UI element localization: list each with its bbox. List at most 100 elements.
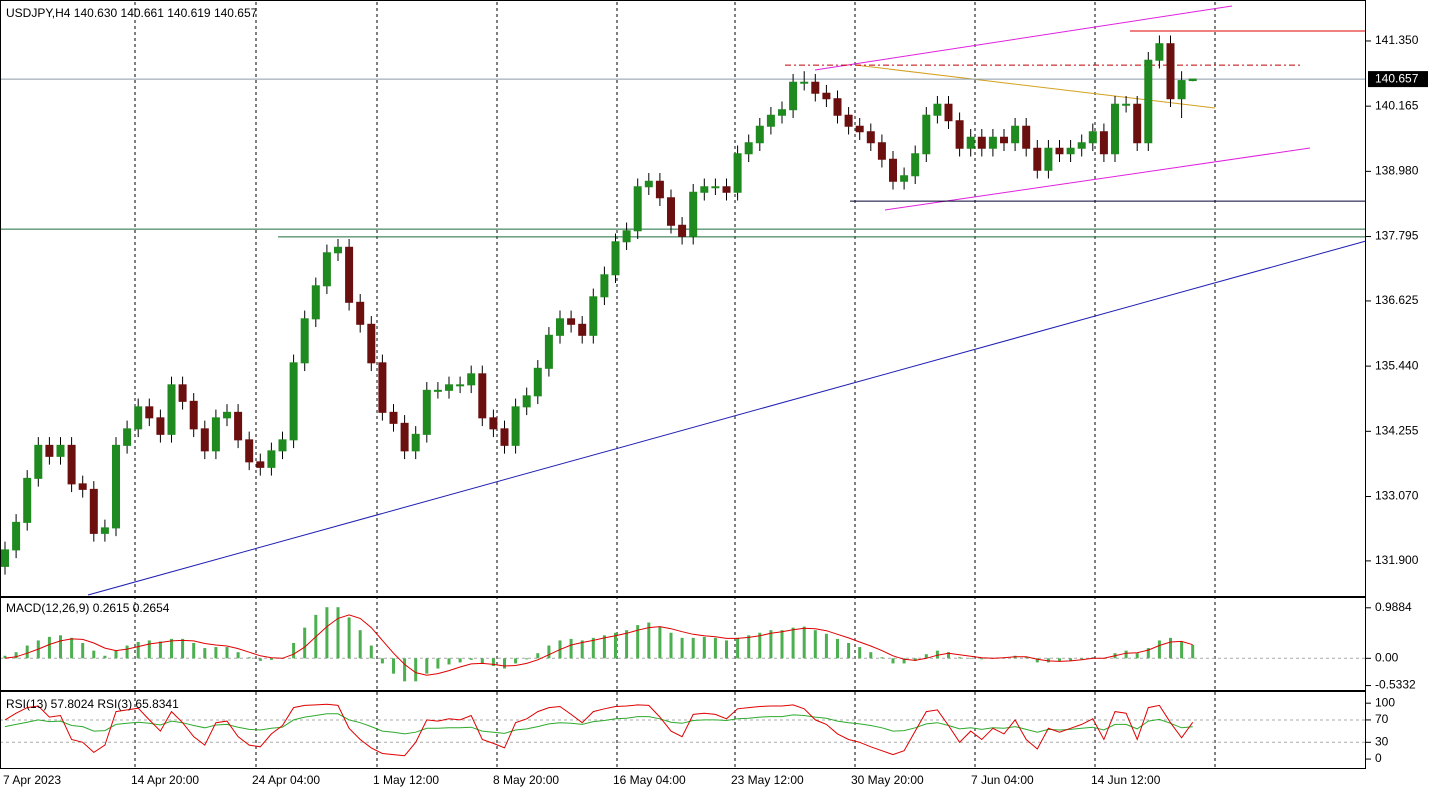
candle-body <box>1077 142 1086 149</box>
candle-body <box>1044 147 1053 171</box>
candle-body <box>267 450 276 468</box>
macd-bar <box>92 650 96 659</box>
candle-body <box>544 334 553 369</box>
candle-body <box>123 428 132 446</box>
candle-body <box>556 318 564 336</box>
macd-bar <box>602 635 606 659</box>
candle-body <box>889 158 897 182</box>
candle-body <box>678 224 687 237</box>
candle-body <box>722 186 731 193</box>
macd-bar <box>691 637 695 659</box>
candle-body <box>56 444 65 457</box>
trendlines <box>87 5 1367 596</box>
macd-bar <box>358 630 362 659</box>
candle-body <box>1033 147 1042 171</box>
candle-body <box>134 406 143 430</box>
candle-body <box>700 186 709 193</box>
candle-body <box>589 296 598 336</box>
macd-bar <box>947 652 950 659</box>
candle-body <box>633 186 642 232</box>
panel-frame <box>0 597 1366 691</box>
macd-bar <box>1080 658 1084 660</box>
candle-body <box>322 252 331 287</box>
candle-body <box>256 461 265 468</box>
candle-body <box>445 384 453 391</box>
macd-bar <box>791 627 795 659</box>
macd-bar <box>902 658 906 664</box>
macd-bar <box>425 658 429 674</box>
y-tick-label: 131.900 <box>1375 553 1419 567</box>
plot <box>0 30 1366 757</box>
macd-bar <box>969 658 973 659</box>
x-tick-label: 14 Apr 20:00 <box>131 773 199 787</box>
macd-bar <box>591 637 595 659</box>
candle-body <box>1166 43 1175 100</box>
macd-bar <box>203 648 207 659</box>
macd-bar <box>1035 658 1039 663</box>
candle-body <box>400 422 409 452</box>
candle-body <box>422 389 431 435</box>
candle-body <box>1055 147 1064 155</box>
rsi-line <box>4 713 1193 735</box>
macd-bar <box>980 658 984 660</box>
candle-body <box>922 114 931 155</box>
candle-body <box>1 549 9 567</box>
current-price-box <box>1368 71 1428 88</box>
macd-bar <box>170 638 173 659</box>
macd-bar <box>269 658 273 660</box>
macd-bar <box>880 657 884 659</box>
y-tick-label: 133.070 <box>1375 489 1419 503</box>
macd-bar <box>858 647 862 659</box>
candle-body <box>567 318 576 325</box>
macd-bar <box>813 630 817 659</box>
macd-bar <box>103 655 107 659</box>
candle-body <box>822 92 831 100</box>
candle-body <box>389 411 398 424</box>
candle-body <box>1000 136 1008 144</box>
candle-body <box>156 417 165 435</box>
x-tick-label: 7 Jun 04:00 <box>971 773 1034 787</box>
candle-body <box>1122 103 1131 106</box>
y-tick-label: 137.795 <box>1375 229 1419 243</box>
candle-body <box>167 384 176 435</box>
macd-bar <box>1124 650 1128 659</box>
macd-bar <box>1169 637 1172 659</box>
x-tick-label: 8 May 20:00 <box>493 773 559 787</box>
macd-bar <box>214 647 218 659</box>
candle-body <box>844 114 853 127</box>
macd-bar <box>336 607 340 659</box>
macd-bar <box>414 658 418 682</box>
macd-bar <box>192 642 196 659</box>
macd-bar <box>392 658 395 674</box>
trendline <box>884 147 1311 211</box>
x-tick-label: 24 Apr 04:00 <box>252 773 320 787</box>
macd-bar <box>580 640 584 659</box>
candle-body <box>100 527 109 534</box>
candle-body <box>189 400 198 430</box>
macd-bar <box>1180 641 1184 659</box>
candle-body <box>1144 59 1153 144</box>
y-tick-label: 136.625 <box>1375 293 1419 307</box>
macd-bar <box>891 658 895 664</box>
candle-body <box>411 433 420 452</box>
macd-bar <box>669 632 673 659</box>
macd-bar <box>25 645 29 659</box>
candle-body <box>345 246 354 303</box>
x-tick-label: 14 Jun 12:00 <box>1091 773 1161 787</box>
candle-body <box>1133 103 1142 144</box>
candle-body <box>1011 125 1020 144</box>
candle-body <box>933 103 942 116</box>
y-tick-label: 0 <box>1375 751 1382 765</box>
macd-bar <box>480 658 484 664</box>
macd-bar <box>769 630 773 659</box>
candle-body <box>789 81 798 111</box>
macd-bar <box>647 622 651 659</box>
candle-body <box>34 444 43 479</box>
candle-body <box>522 395 531 408</box>
macd-bar <box>447 658 451 665</box>
x-tick-label: 1 May 12:00 <box>373 773 439 787</box>
candle-body <box>12 521 21 551</box>
candle-body <box>1188 78 1197 82</box>
y-tick-label: 100 <box>1375 695 1395 709</box>
macd-bar <box>824 633 828 659</box>
